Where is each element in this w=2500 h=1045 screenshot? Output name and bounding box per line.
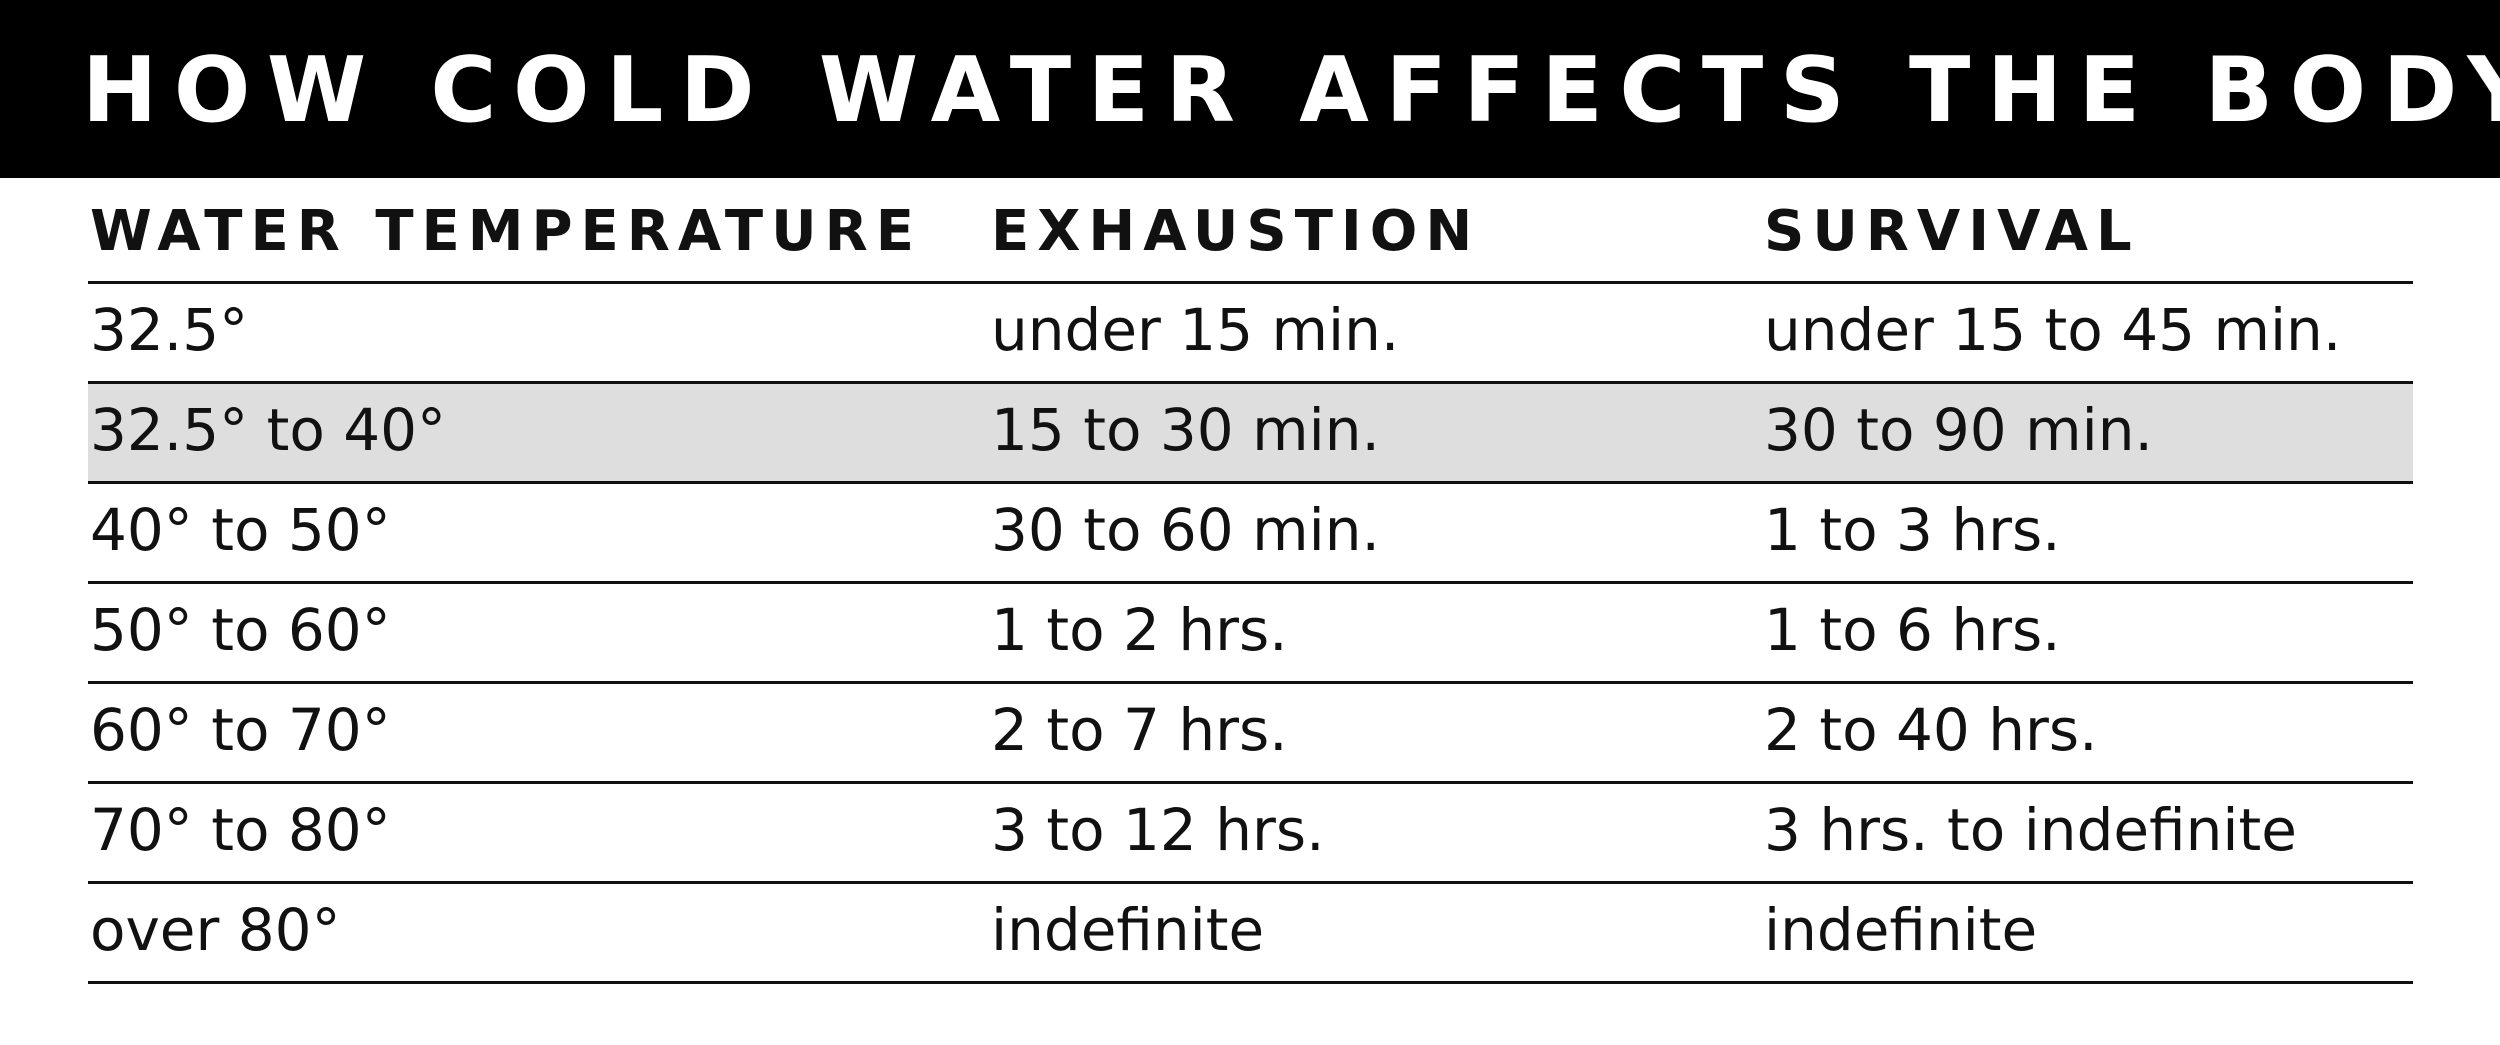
- table-row: 60° to 70° 2 to 7 hrs. 2 to 40 hrs.: [88, 684, 2413, 784]
- exhaustion-cell: indefinite: [991, 896, 1265, 964]
- survival-cell: 1 to 6 hrs.: [1764, 596, 2061, 664]
- exhaustion-cell: 2 to 7 hrs.: [991, 696, 1288, 764]
- temperature-cell: 70° to 80°: [90, 796, 391, 864]
- exhaustion-cell: 15 to 30 min.: [991, 396, 1380, 464]
- temperature-cell: 60° to 70°: [90, 696, 391, 764]
- exhaustion-cell: 30 to 60 min.: [991, 496, 1380, 564]
- temperature-cell: 32.5° to 40°: [90, 396, 447, 464]
- table-row: over 80° indefinite indefinite: [88, 884, 2413, 984]
- cold-water-table: WATER TEMPERATURE EXHAUSTION SURVIVAL 32…: [88, 178, 2413, 984]
- header-survival: SURVIVAL: [1764, 199, 2140, 264]
- temperature-cell: 32.5°: [90, 296, 249, 364]
- table-header-row: WATER TEMPERATURE EXHAUSTION SURVIVAL: [88, 178, 2413, 284]
- exhaustion-cell: 1 to 2 hrs.: [991, 596, 1288, 664]
- survival-cell: 1 to 3 hrs.: [1764, 496, 2061, 564]
- survival-cell: 30 to 90 min.: [1764, 396, 2153, 464]
- header-water-temperature: WATER TEMPERATURE: [90, 199, 922, 264]
- survival-cell: 3 hrs. to indefinite: [1764, 796, 2297, 864]
- table-row: 32.5° under 15 min. under 15 to 45 min.: [88, 284, 2413, 384]
- page-title: HOW COLD WATER AFFECTS THE BODY: [82, 38, 2500, 143]
- table-row: 40° to 50° 30 to 60 min. 1 to 3 hrs.: [88, 484, 2413, 584]
- exhaustion-cell: under 15 min.: [991, 296, 1400, 364]
- table-row: 50° to 60° 1 to 2 hrs. 1 to 6 hrs.: [88, 584, 2413, 684]
- survival-cell: under 15 to 45 min.: [1764, 296, 2342, 364]
- temperature-cell: over 80°: [90, 896, 341, 964]
- temperature-cell: 40° to 50°: [90, 496, 391, 564]
- header-exhaustion: EXHAUSTION: [991, 199, 1481, 264]
- exhaustion-cell: 3 to 12 hrs.: [991, 796, 1325, 864]
- temperature-cell: 50° to 60°: [90, 596, 391, 664]
- table-row: 32.5° to 40° 15 to 30 min. 30 to 90 min.: [88, 384, 2413, 484]
- table-row: 70° to 80° 3 to 12 hrs. 3 hrs. to indefi…: [88, 784, 2413, 884]
- survival-cell: indefinite: [1764, 896, 2038, 964]
- survival-cell: 2 to 40 hrs.: [1764, 696, 2098, 764]
- title-bar: HOW COLD WATER AFFECTS THE BODY: [0, 0, 2500, 178]
